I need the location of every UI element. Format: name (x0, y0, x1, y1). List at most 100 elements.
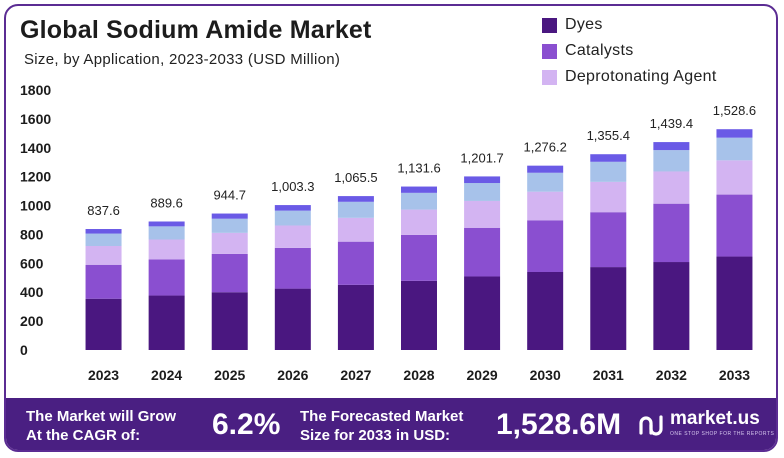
bar-segment-series-5-2030 (527, 165, 564, 173)
bar-segment-deprotonating-agent-2029 (464, 200, 501, 228)
bar-segment-dyes-2023 (85, 298, 122, 350)
bar-segment-series-4-2027 (337, 201, 374, 218)
bar-total-label: 1,131.6 (397, 161, 440, 176)
bar-segment-series-5-2026 (274, 205, 311, 211)
bar-segment-catalysts-2029 (464, 227, 501, 277)
bar-segment-dyes-2025 (211, 292, 248, 350)
bar-segment-dyes-2029 (464, 276, 501, 350)
bar-segment-deprotonating-agent-2023 (85, 246, 122, 265)
bar-segment-dyes-2033 (716, 256, 753, 350)
y-tick-label: 200 (20, 313, 44, 329)
bar-segment-catalysts-2031 (590, 212, 627, 268)
bar-segment-dyes-2024 (148, 295, 185, 350)
legend-item-dyes: Dyes (542, 12, 717, 38)
x-tick-label: 2027 (340, 367, 371, 383)
legend-swatch-catalysts (542, 43, 557, 59)
bar-total-label: 1,065.5 (334, 170, 377, 185)
x-tick-label: 2033 (719, 367, 750, 383)
legend-swatch-deprotonating-agent (542, 69, 557, 85)
bar-segment-series-4-2031 (590, 161, 627, 182)
chart-subtitle: Size, by Application, 2023-2033 (USD Mil… (24, 51, 341, 68)
y-tick-label: 800 (20, 226, 44, 242)
bar-segment-dyes-2027 (337, 284, 374, 350)
x-tick-label: 2026 (277, 367, 308, 383)
brand-tagline: ONE STOP SHOP FOR THE REPORTS (670, 431, 775, 437)
bar-segment-deprotonating-agent-2033 (716, 160, 753, 195)
bar-segment-series-5-2025 (211, 213, 248, 219)
bar-segment-dyes-2026 (274, 288, 311, 350)
cagr-caption: The Market will Grow At the CAGR of: (26, 407, 176, 445)
legend-item-deprotonating-agent: Deprotonating Agent (542, 64, 717, 90)
bar-segment-series-4-2028 (401, 192, 437, 210)
y-tick-label: 600 (20, 255, 44, 271)
bar-segment-deprotonating-agent-2027 (337, 217, 374, 242)
x-tick-label: 2023 (88, 367, 119, 383)
bar-total-label: 1,439.4 (650, 116, 693, 131)
chart-card: Global Sodium Amide Market Size, by Appl… (4, 4, 778, 452)
x-tick-label: 2030 (530, 367, 561, 383)
bar-segment-series-5-2028 (401, 186, 437, 193)
bar-segment-deprotonating-agent-2025 (211, 232, 248, 254)
bar-total-label: 1,276.2 (523, 140, 566, 155)
bar-segment-deprotonating-agent-2032 (653, 171, 690, 204)
bar-segment-deprotonating-agent-2030 (527, 191, 564, 221)
x-tick-label: 2029 (467, 367, 498, 383)
bar-segment-catalysts-2027 (337, 241, 374, 285)
legend: Dyes Catalysts Deprotonating Agent (542, 12, 717, 90)
cagr-value: 6.2% (212, 408, 281, 441)
bar-total-label: 837.6 (87, 203, 120, 218)
bar-segment-catalysts-2033 (716, 194, 753, 257)
bar-segment-series-5-2033 (716, 129, 753, 138)
legend-label-dyes: Dyes (565, 16, 603, 33)
y-tick-label: 1200 (20, 169, 51, 185)
bar-segment-catalysts-2028 (401, 234, 437, 281)
bar-total-label: 944.7 (213, 188, 246, 203)
bar-segment-dyes-2031 (590, 267, 627, 350)
bar-segment-dyes-2028 (401, 280, 437, 350)
bar-segment-catalysts-2026 (274, 247, 311, 289)
x-tick-label: 2028 (403, 367, 434, 383)
y-tick-label: 0 (20, 342, 28, 358)
bar-total-label: 1,201.7 (460, 150, 503, 165)
forecast-caption-line1: The Forecasted Market (300, 408, 464, 425)
bar-segment-catalysts-2030 (527, 220, 564, 272)
bar-segment-series-4-2024 (148, 226, 185, 240)
legend-label-catalysts: Catalysts (565, 42, 634, 59)
bar-segment-series-5-2023 (85, 229, 122, 234)
x-tick-label: 2031 (593, 367, 624, 383)
cagr-caption-line1: The Market will Grow (26, 408, 177, 425)
y-tick-label: 1000 (20, 198, 51, 214)
forecast-caption: The Forecasted Market Size for 2033 in U… (300, 407, 463, 445)
brand-name: market.us (670, 408, 760, 429)
bar-total-label: 1,355.4 (587, 128, 630, 143)
y-tick-label: 1400 (20, 140, 51, 156)
bar-segment-catalysts-2024 (148, 259, 185, 296)
y-tick-label: 400 (20, 284, 44, 300)
bar-segment-dyes-2032 (653, 262, 690, 350)
bar-total-label: 889.6 (150, 196, 183, 211)
forecast-value: 1,528.6M (496, 408, 622, 441)
bar-segment-series-4-2032 (653, 150, 690, 172)
bar-segment-catalysts-2025 (211, 253, 248, 293)
cagr-caption-line2: At the CAGR of: (26, 427, 141, 444)
bar-segment-series-5-2027 (337, 196, 374, 202)
stacked-bar-chart: 0 200 400 600 800 1000 1200 1400 1600 1800 837.6 20… (20, 82, 756, 383)
footer-banner: The Market will Grow At the CAGR of: 6.2… (6, 398, 776, 450)
bar-segment-series-5-2032 (653, 142, 690, 151)
legend-swatch-dyes (542, 17, 557, 33)
x-tick-label: 2025 (214, 367, 245, 383)
legend-item-catalysts: Catalysts (542, 38, 717, 64)
bar-segment-series-5-2031 (590, 154, 627, 162)
forecast-caption-line2: Size for 2033 in USD: (300, 427, 451, 444)
bar-segment-series-5-2024 (148, 221, 185, 227)
bar-segment-series-4-2029 (464, 183, 501, 201)
bar-segment-series-4-2026 (274, 210, 311, 226)
bar-segment-series-5-2029 (464, 176, 501, 184)
bar-segment-series-4-2030 (527, 172, 564, 192)
bar-segment-deprotonating-agent-2024 (148, 239, 185, 260)
bar-segment-catalysts-2032 (653, 203, 690, 263)
market-us-logo-icon (639, 415, 663, 436)
bar-segment-deprotonating-agent-2031 (590, 181, 627, 213)
x-tick-label: 2032 (656, 367, 687, 383)
chart-title: Global Sodium Amide Market (20, 16, 372, 44)
